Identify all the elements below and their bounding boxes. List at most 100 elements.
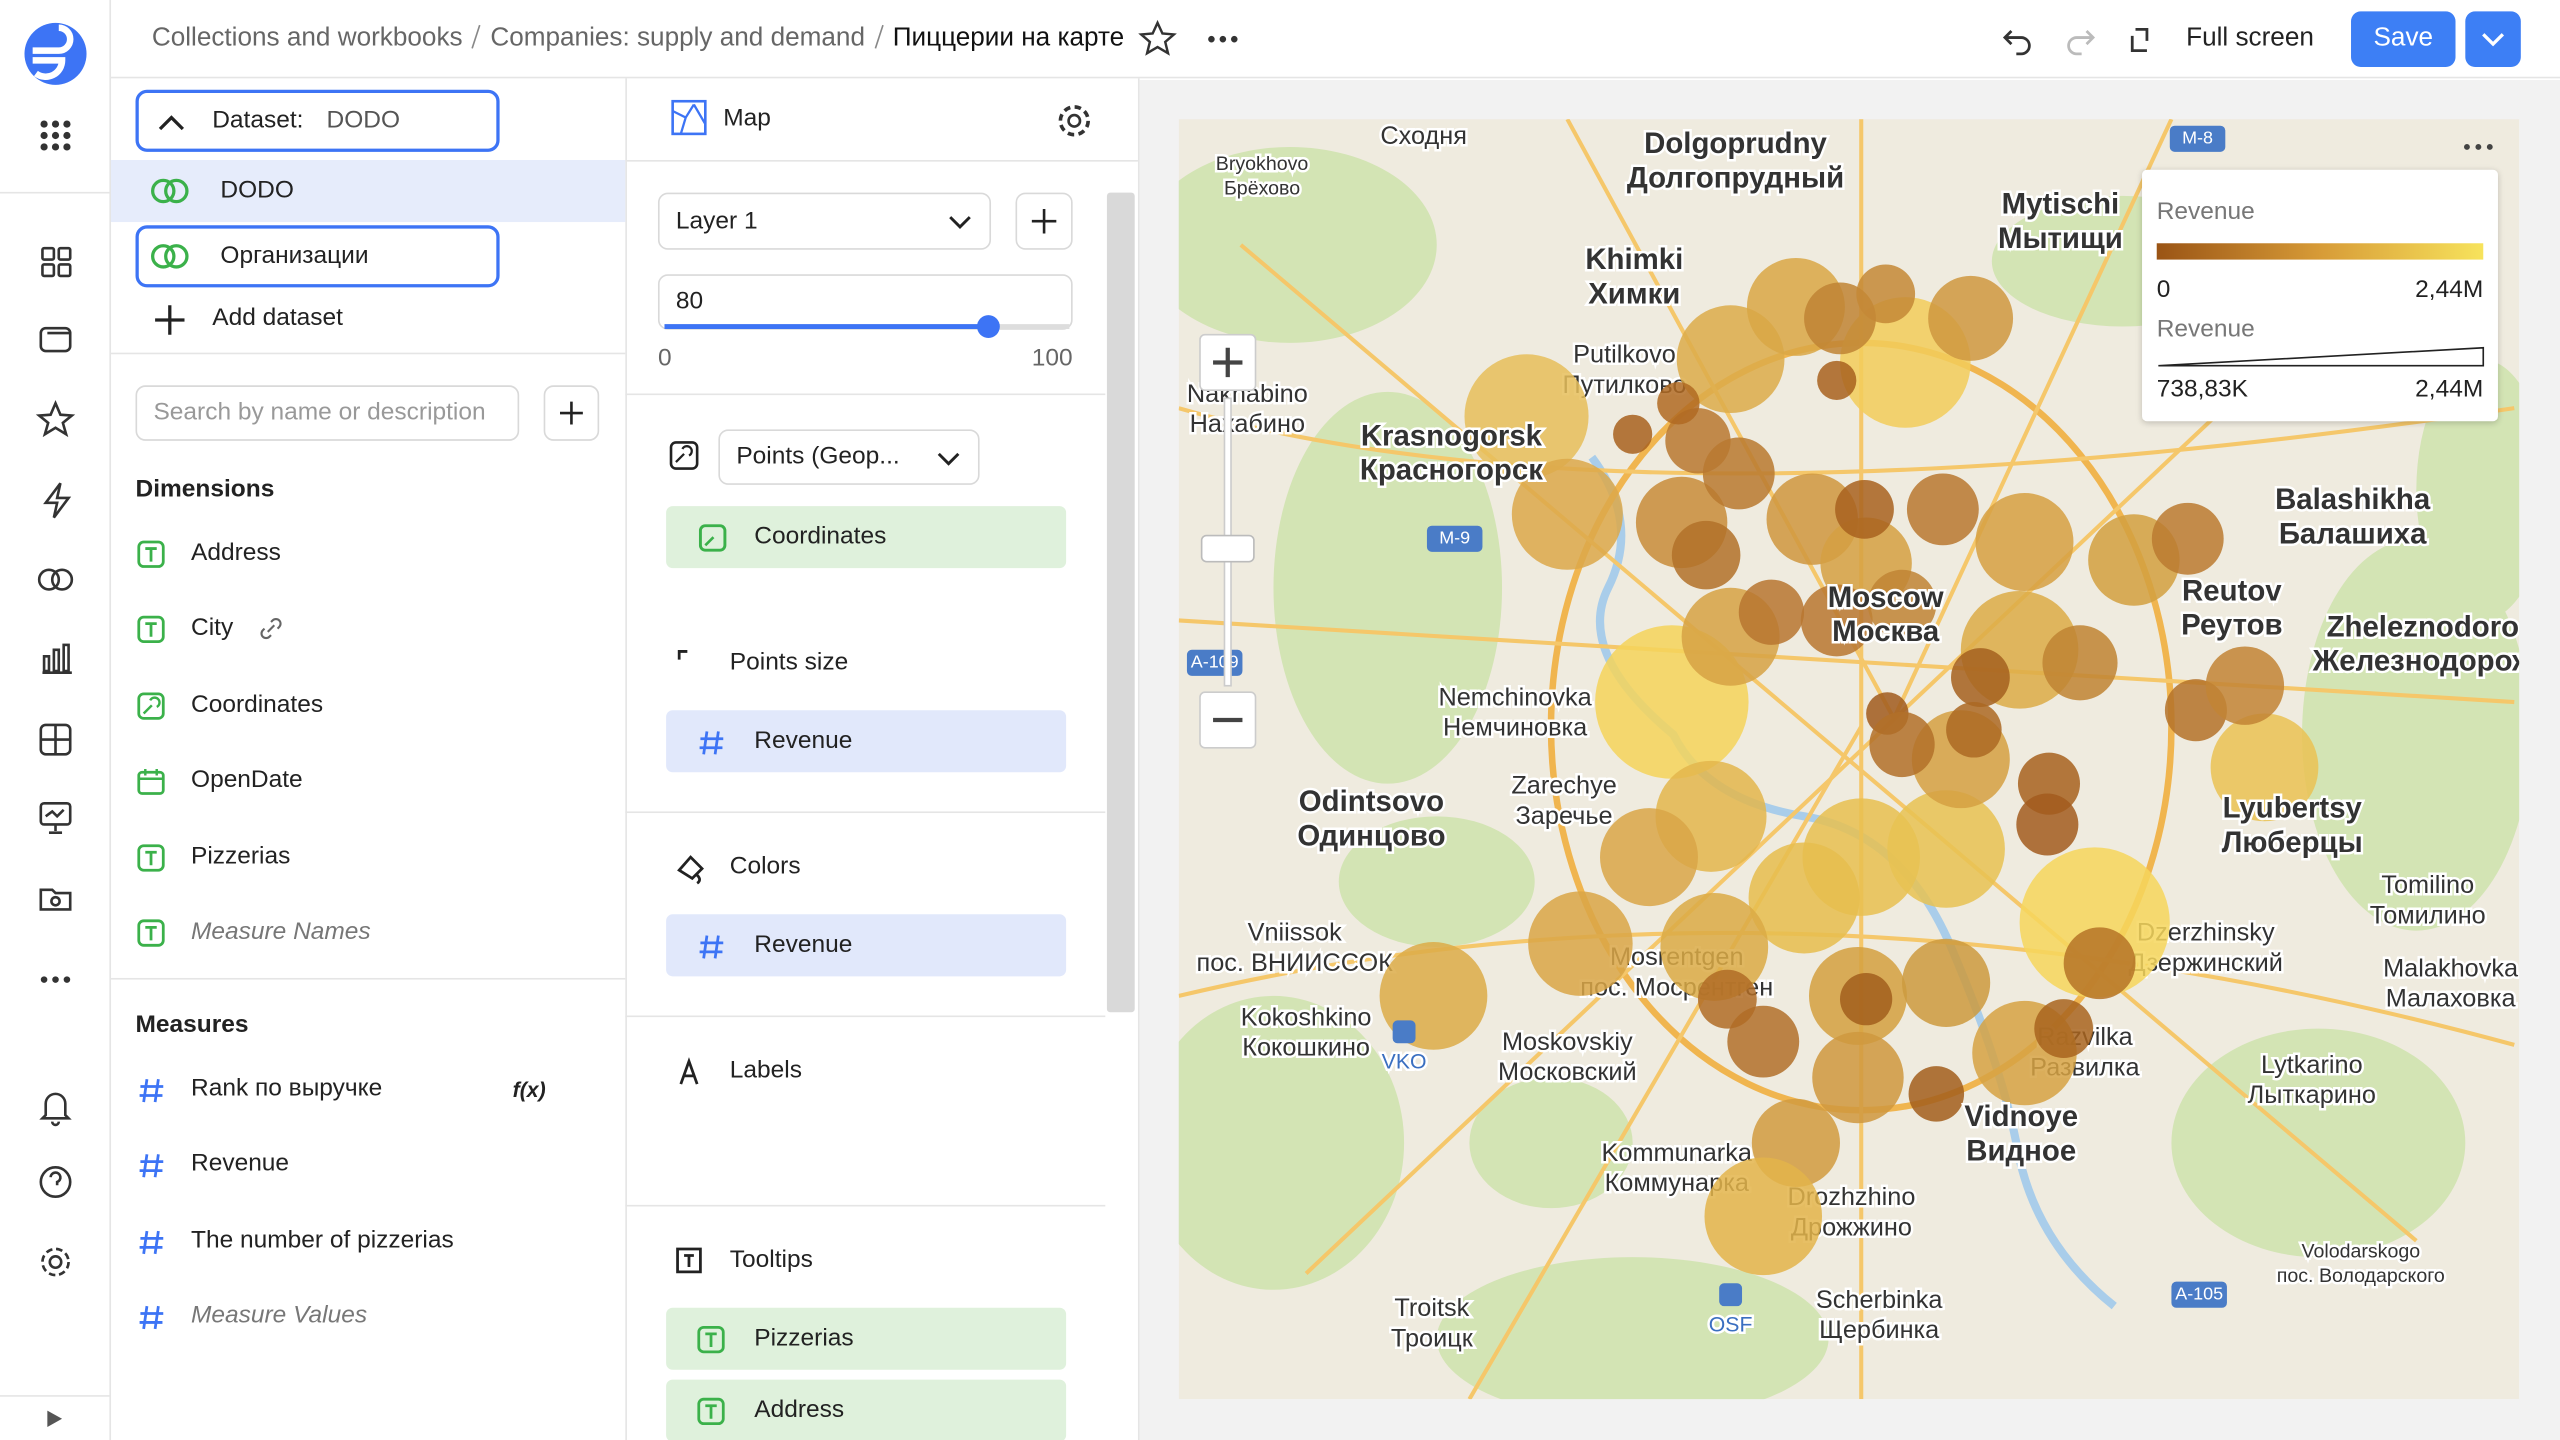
geo-field[interactable]: Coordinates <box>666 506 1067 569</box>
search-input[interactable]: Search by name or description <box>135 385 520 441</box>
breadcrumb[interactable]: Collections and workbooks <box>151 24 463 53</box>
add-layer-button[interactable] <box>1015 192 1073 250</box>
add-field-button[interactable] <box>543 385 600 441</box>
layer-select[interactable]: Layer 1 <box>657 192 992 250</box>
measure-item[interactable]: The number of pizzerias <box>191 1226 454 1254</box>
map-point[interactable] <box>2210 713 2319 822</box>
dimension-item[interactable]: Measure Names <box>191 917 371 946</box>
map-point[interactable] <box>1975 493 2074 592</box>
more-icon[interactable] <box>40 976 71 983</box>
map-point[interactable] <box>1738 579 1805 645</box>
settings-button[interactable] <box>1055 101 1094 140</box>
fullscreen-button[interactable]: Full screen <box>2186 24 2314 53</box>
favorite-button[interactable] <box>1138 19 1177 56</box>
map-point[interactable] <box>1800 584 1873 657</box>
dataset-item-box[interactable]: Организации <box>135 225 500 288</box>
map-point[interactable] <box>2205 646 2285 725</box>
dimension-item[interactable]: OpenDate <box>191 765 303 794</box>
section-field[interactable]: Pizzerias <box>666 1307 1067 1370</box>
dimension-item[interactable]: Pizzerias <box>191 842 291 871</box>
map-point[interactable] <box>1727 1005 1800 1078</box>
map-point[interactable] <box>1671 520 1741 590</box>
layer-type-select[interactable]: Points (Geop... <box>718 429 980 485</box>
icon-glyph <box>139 1230 164 1255</box>
dashboards-icon[interactable] <box>41 246 72 278</box>
map-point[interactable] <box>1902 938 1991 1027</box>
charts-icon[interactable] <box>43 482 72 519</box>
map-point[interactable] <box>2151 502 2224 575</box>
map-label: Kokoshkino <box>1241 1003 1372 1031</box>
connections-icon[interactable] <box>39 888 72 911</box>
section-field[interactable]: Revenue <box>666 914 1067 977</box>
dimension-item[interactable]: City <box>191 613 234 642</box>
map-point[interactable] <box>2063 927 2136 1000</box>
map-point[interactable] <box>1869 711 1935 778</box>
map-point[interactable] <box>2042 625 2118 701</box>
map-point[interactable] <box>1657 382 1700 425</box>
visualization-type[interactable]: Map <box>723 104 771 133</box>
save-button[interactable]: Save <box>2351 11 2456 67</box>
map-point[interactable] <box>1599 808 1698 907</box>
collections-icon[interactable] <box>39 326 72 353</box>
dimension-item[interactable]: Address <box>191 538 281 567</box>
transparency-slider[interactable] <box>653 310 1081 343</box>
favorites-icon[interactable] <box>35 399 76 438</box>
measure-item[interactable]: Revenue <box>191 1149 290 1178</box>
map-point[interactable] <box>1839 973 1893 1026</box>
notifications-icon[interactable] <box>39 1092 72 1127</box>
map-point[interactable] <box>1748 842 1860 954</box>
map-point[interactable] <box>1928 275 2014 361</box>
zoom-handle[interactable] <box>1200 534 1255 563</box>
expand-icon[interactable] <box>47 1410 63 1427</box>
slider-knob[interactable] <box>976 315 1000 338</box>
map-forest <box>1338 816 1535 947</box>
settings-icon[interactable] <box>41 1247 70 1277</box>
map-point[interactable] <box>2034 999 2094 1058</box>
icon-frame <box>137 770 165 795</box>
more-button[interactable] <box>1208 35 1238 43</box>
map-point[interactable] <box>1906 473 1979 546</box>
map-point[interactable] <box>1464 354 1589 479</box>
map-point[interactable] <box>1887 790 2005 908</box>
map-menu-button[interactable] <box>2457 134 2503 160</box>
section-field[interactable]: Revenue <box>666 710 1067 773</box>
fullscreen-icon[interactable] <box>2130 27 2149 52</box>
map-label: Железнодорож <box>2312 645 2519 678</box>
map-point[interactable] <box>1835 479 1894 539</box>
map-point[interactable] <box>1812 1031 1904 1124</box>
section-field[interactable]: Address <box>666 1379 1067 1440</box>
map-point[interactable] <box>1511 458 1623 570</box>
help-icon[interactable] <box>39 1166 72 1199</box>
map-point[interactable] <box>1867 569 1937 639</box>
save-menu-button[interactable] <box>2465 11 2521 67</box>
map[interactable]: СходняBryokhovoБрёховоPutilkovoПутилково… <box>1178 119 2520 1400</box>
map-point[interactable] <box>1951 648 2010 707</box>
add-dataset-button[interactable]: Add dataset <box>212 303 343 332</box>
monitor-icon[interactable] <box>39 801 72 834</box>
dimension-item[interactable]: Coordinates <box>191 690 324 719</box>
map-point[interactable] <box>1817 360 1857 400</box>
datasets-icon[interactable] <box>37 568 74 591</box>
redo-button[interactable] <box>2067 30 2096 56</box>
dataset-selector[interactable]: Dataset: DODO <box>135 89 500 152</box>
apps-icon[interactable] <box>40 120 71 151</box>
breadcrumb[interactable]: Companies: supply and demand <box>490 24 865 53</box>
widgets-icon[interactable] <box>39 723 72 756</box>
map-point[interactable] <box>1665 408 1731 474</box>
measure-item[interactable]: Rank по выручке <box>191 1074 383 1103</box>
map-point[interactable] <box>1908 1066 1965 1122</box>
field-icon <box>137 540 165 568</box>
map-point[interactable] <box>1528 891 1633 996</box>
reports-icon[interactable] <box>42 643 72 674</box>
map-point[interactable] <box>1704 1157 1823 1276</box>
undo-button[interactable] <box>2002 30 2031 56</box>
map-point[interactable] <box>1697 969 1757 1029</box>
map-point[interactable] <box>2016 793 2079 856</box>
dataset-value: DODO <box>326 106 400 134</box>
scrollbar[interactable] <box>1106 192 1135 1013</box>
map-point[interactable] <box>1856 264 1916 324</box>
measure-item[interactable]: Measure Values <box>191 1301 368 1329</box>
map-point[interactable] <box>1946 702 2002 758</box>
map-point[interactable] <box>1613 414 1653 454</box>
dataset-item[interactable]: DODO <box>220 176 294 205</box>
